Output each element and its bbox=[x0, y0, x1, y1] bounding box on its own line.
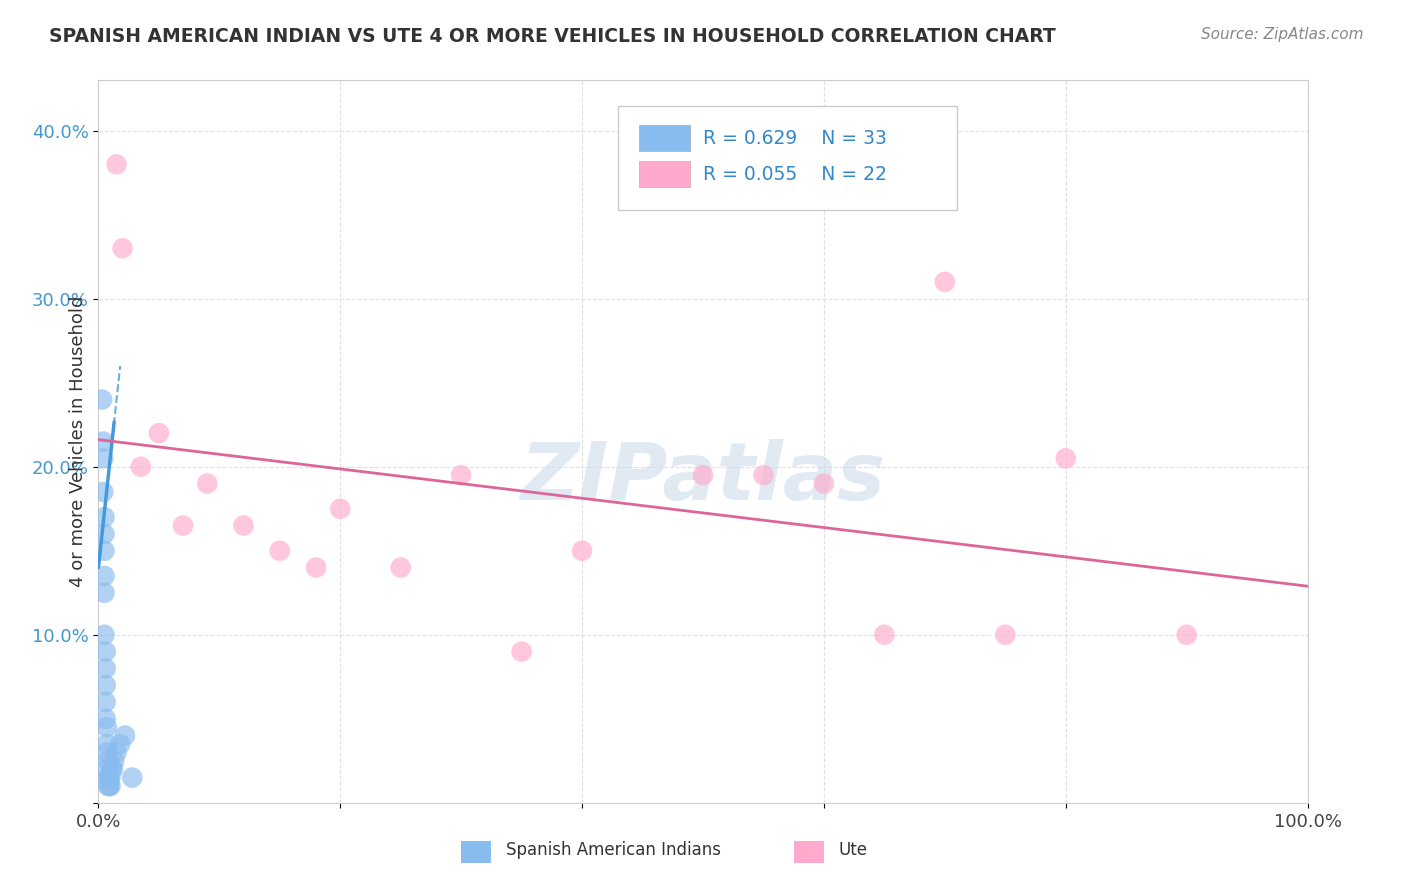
Point bbox=[91, 485, 114, 500]
Point bbox=[93, 510, 115, 524]
Point bbox=[813, 476, 835, 491]
FancyBboxPatch shape bbox=[638, 125, 690, 151]
Point bbox=[97, 779, 120, 793]
Point bbox=[510, 644, 533, 658]
Point bbox=[934, 275, 956, 289]
Point bbox=[98, 771, 121, 785]
Point bbox=[148, 426, 170, 441]
Point bbox=[93, 628, 115, 642]
FancyBboxPatch shape bbox=[793, 841, 824, 863]
Point bbox=[91, 392, 114, 407]
Text: R = 0.629    N = 33: R = 0.629 N = 33 bbox=[703, 128, 887, 147]
Text: Source: ZipAtlas.com: Source: ZipAtlas.com bbox=[1201, 27, 1364, 42]
Point bbox=[94, 712, 117, 726]
Text: Spanish American Indians: Spanish American Indians bbox=[506, 841, 721, 859]
Y-axis label: 4 or more Vehicles in Household: 4 or more Vehicles in Household bbox=[69, 296, 87, 587]
Point bbox=[172, 518, 194, 533]
Point bbox=[389, 560, 412, 574]
Point bbox=[305, 560, 328, 574]
Point bbox=[93, 543, 115, 558]
Point bbox=[114, 729, 136, 743]
Point bbox=[96, 745, 118, 759]
FancyBboxPatch shape bbox=[638, 161, 690, 187]
Point bbox=[1054, 451, 1077, 466]
Point bbox=[94, 695, 117, 709]
Point bbox=[93, 527, 115, 541]
Point bbox=[98, 779, 121, 793]
Point bbox=[93, 586, 115, 600]
Point bbox=[96, 720, 118, 734]
Point bbox=[692, 468, 714, 483]
Point bbox=[1175, 628, 1198, 642]
Point bbox=[105, 157, 128, 171]
Point bbox=[571, 543, 593, 558]
Point bbox=[450, 468, 472, 483]
Point bbox=[994, 628, 1017, 642]
Point bbox=[103, 754, 125, 768]
Point bbox=[97, 771, 120, 785]
Point bbox=[195, 476, 218, 491]
Point bbox=[105, 745, 128, 759]
Text: R = 0.055    N = 22: R = 0.055 N = 22 bbox=[703, 165, 887, 184]
Point bbox=[97, 754, 120, 768]
Point bbox=[121, 771, 143, 785]
FancyBboxPatch shape bbox=[619, 105, 957, 211]
Point bbox=[329, 501, 352, 516]
Point bbox=[873, 628, 896, 642]
Point bbox=[94, 644, 117, 658]
Text: Ute: Ute bbox=[838, 841, 868, 859]
Text: ZIPatlas: ZIPatlas bbox=[520, 439, 886, 516]
Point bbox=[91, 434, 114, 449]
Point bbox=[108, 737, 131, 751]
Point bbox=[94, 661, 117, 675]
Point bbox=[100, 771, 122, 785]
Point bbox=[269, 543, 291, 558]
Point bbox=[101, 762, 124, 776]
Point bbox=[129, 459, 152, 474]
Point bbox=[232, 518, 254, 533]
Point bbox=[91, 451, 114, 466]
Point bbox=[94, 678, 117, 692]
Point bbox=[93, 569, 115, 583]
Text: SPANISH AMERICAN INDIAN VS UTE 4 OR MORE VEHICLES IN HOUSEHOLD CORRELATION CHART: SPANISH AMERICAN INDIAN VS UTE 4 OR MORE… bbox=[49, 27, 1056, 45]
Point bbox=[100, 779, 122, 793]
Point bbox=[96, 762, 118, 776]
Point bbox=[752, 468, 775, 483]
Point bbox=[96, 737, 118, 751]
FancyBboxPatch shape bbox=[461, 841, 492, 863]
Point bbox=[111, 241, 134, 255]
Point bbox=[100, 762, 122, 776]
